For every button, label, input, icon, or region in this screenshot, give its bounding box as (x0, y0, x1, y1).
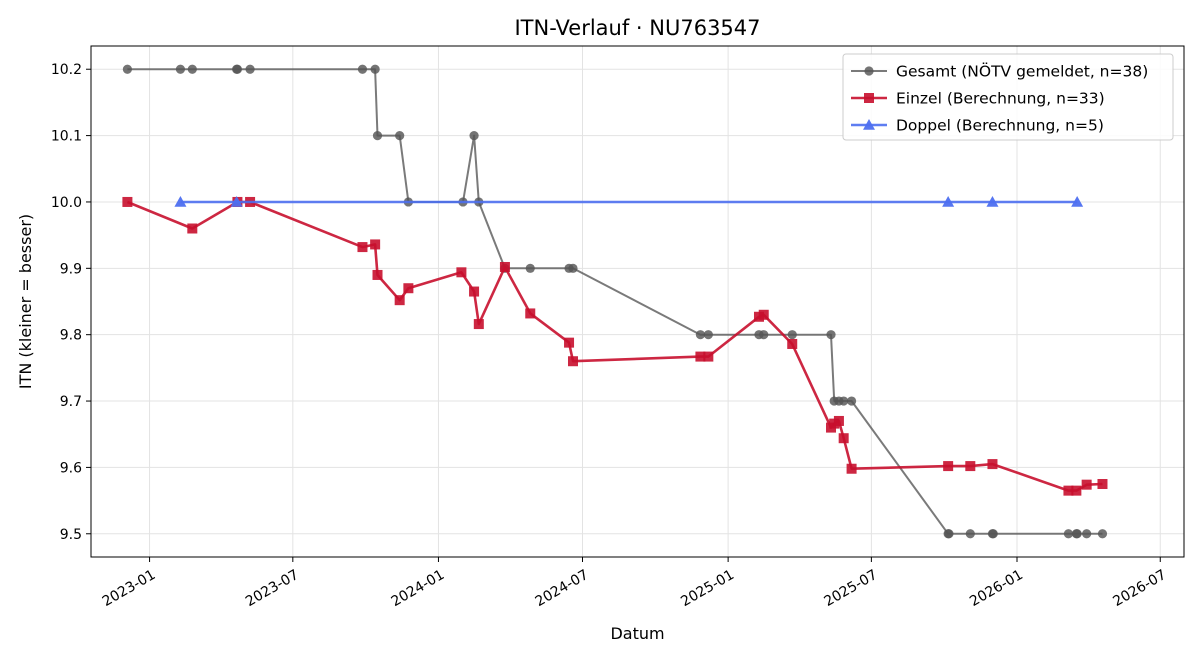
y-tick-label: 10.2 (51, 62, 82, 78)
data-point (187, 64, 197, 74)
legend-marker (863, 119, 875, 130)
data-point (846, 396, 857, 406)
data-point (1097, 529, 1108, 539)
data-point (245, 64, 255, 74)
data-point (1072, 529, 1082, 539)
data-point (187, 223, 198, 234)
data-point (758, 309, 769, 320)
series-triangle-group (174, 195, 1084, 207)
data-point (787, 330, 797, 340)
data-point (473, 319, 484, 330)
data-point (357, 242, 368, 253)
chart-title: ITN-Verlauf · NU763547 (514, 16, 760, 40)
legend-marker (864, 66, 874, 76)
data-point (965, 461, 976, 472)
data-point (839, 396, 849, 406)
data-point (499, 261, 510, 272)
y-tick-label: 9.6 (60, 460, 82, 476)
data-point (372, 269, 383, 280)
legend-marker (864, 93, 874, 103)
data-point (943, 461, 954, 472)
data-point (370, 239, 381, 250)
y-tick-label: 9.5 (60, 527, 82, 543)
data-point (230, 195, 243, 207)
y-tick-label: 9.8 (60, 328, 82, 344)
data-point (986, 195, 999, 207)
data-point (695, 351, 706, 362)
y-tick-label: 9.7 (60, 394, 82, 410)
data-point (942, 195, 955, 207)
data-point (174, 195, 187, 207)
data-point (988, 529, 998, 539)
data-point (1063, 529, 1074, 539)
data-point (1071, 485, 1082, 496)
data-point (372, 130, 383, 141)
data-point (357, 64, 368, 74)
data-point (833, 415, 844, 426)
data-point (1063, 485, 1074, 496)
plot-frame (90, 45, 1185, 558)
data-point (1071, 195, 1084, 207)
series-layer (122, 64, 1108, 539)
y-tick-label: 10.1 (51, 129, 82, 145)
data-point (787, 338, 798, 349)
data-point (703, 351, 714, 362)
data-point (846, 463, 857, 474)
data-point (122, 64, 133, 74)
legend: Gesamt (NÖTV gemeldet, n=38) Einzel (Bere… (842, 53, 1174, 141)
data-point (838, 433, 849, 444)
data-point (122, 196, 133, 207)
legend-label: Doppel (Berechnung, n=5) (896, 117, 1104, 135)
y-tick-label: 9.9 (60, 261, 82, 277)
legend-label: Gesamt (NÖTV gemeldet, n=38) (896, 62, 1148, 81)
data-point (944, 529, 954, 539)
x-axis-title: Datum (610, 624, 664, 643)
data-point (695, 330, 706, 340)
data-point (403, 283, 414, 294)
data-point (703, 330, 713, 340)
data-point (1082, 529, 1092, 539)
data-point (826, 330, 836, 340)
data-point (1081, 479, 1092, 490)
data-point (394, 295, 405, 306)
data-point (456, 267, 467, 278)
series-circle-group (122, 64, 1108, 539)
series-square-group (122, 196, 1108, 496)
data-point (965, 529, 975, 539)
data-point (525, 263, 535, 273)
data-point (1097, 479, 1108, 489)
data-point (370, 64, 380, 74)
data-point (469, 286, 480, 297)
legend-box (842, 53, 1174, 141)
data-point (175, 64, 186, 74)
legend-label: Einzel (Berechnung, n=33) (896, 90, 1105, 108)
data-point (759, 330, 769, 340)
data-point (232, 64, 243, 74)
data-point (469, 130, 479, 141)
data-point (395, 130, 405, 141)
data-point (567, 356, 578, 367)
y-tick-label: 10.0 (51, 195, 82, 211)
data-point (568, 263, 578, 273)
data-point (564, 337, 575, 348)
data-point (987, 459, 998, 470)
data-point (525, 308, 536, 319)
y-axis-title: ITN (kleiner = besser) (16, 214, 35, 389)
